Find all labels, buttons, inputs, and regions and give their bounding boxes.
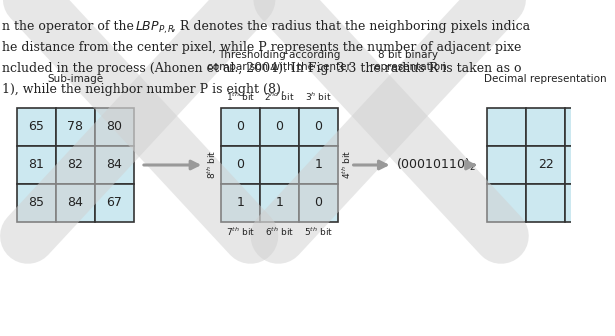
- Bar: [221, 146, 260, 184]
- Text: 2$^{nd}$ bit: 2$^{nd}$ bit: [264, 91, 295, 103]
- Bar: [299, 146, 338, 184]
- Bar: [526, 184, 565, 222]
- Bar: [221, 184, 260, 222]
- Bar: [526, 108, 565, 146]
- Text: 67: 67: [106, 197, 122, 210]
- Text: 78: 78: [67, 121, 83, 133]
- Bar: [487, 108, 526, 146]
- Text: 7$^{th}$ bit: 7$^{th}$ bit: [226, 226, 255, 239]
- Bar: [526, 146, 565, 184]
- Text: 1: 1: [314, 159, 322, 171]
- Text: 3$^{h}$ bit: 3$^{h}$ bit: [305, 91, 331, 103]
- Text: (00010110)$_2$: (00010110)$_2$: [396, 157, 476, 173]
- Text: 0: 0: [314, 197, 322, 210]
- Bar: [56, 184, 95, 222]
- Text: Sub-image: Sub-image: [47, 74, 103, 84]
- Text: Decimal representation: Decimal representation: [484, 74, 607, 84]
- Bar: [260, 184, 299, 222]
- Bar: [95, 108, 133, 146]
- Text: Thresholding according
comparison with the center: Thresholding according comparison with t…: [207, 50, 351, 72]
- Bar: [487, 184, 526, 222]
- Text: 8$^{th}$ bit: 8$^{th}$ bit: [205, 151, 218, 179]
- Text: 84: 84: [106, 159, 122, 171]
- Bar: [565, 108, 604, 146]
- Text: 1), while the neighbor number P is eight (8).: 1), while the neighbor number P is eight…: [2, 83, 285, 96]
- Text: 80: 80: [106, 121, 122, 133]
- Bar: [565, 146, 604, 184]
- Bar: [17, 108, 56, 146]
- Text: 5$^{th}$ bit: 5$^{th}$ bit: [304, 226, 333, 239]
- Text: 1: 1: [276, 197, 283, 210]
- Text: 0: 0: [276, 121, 284, 133]
- Text: 82: 82: [67, 159, 83, 171]
- Text: n the operator of the: n the operator of the: [2, 20, 138, 33]
- Text: , R denotes the radius that the neighboring pixels indica: , R denotes the radius that the neighbor…: [172, 20, 530, 33]
- Bar: [260, 146, 299, 184]
- Text: 65: 65: [28, 121, 44, 133]
- Text: 0: 0: [236, 121, 244, 133]
- Text: 0: 0: [314, 121, 322, 133]
- Bar: [56, 108, 95, 146]
- Text: 85: 85: [28, 197, 44, 210]
- Text: $LBP_{P,R}$: $LBP_{P,R}$: [135, 20, 175, 36]
- Bar: [17, 184, 56, 222]
- Text: 84: 84: [67, 197, 83, 210]
- Text: he distance from the center pixel, while P represents the number of adjacent pix: he distance from the center pixel, while…: [2, 41, 522, 54]
- Bar: [260, 108, 299, 146]
- Text: 4$^{th}$ bit: 4$^{th}$ bit: [341, 151, 353, 179]
- Text: 1: 1: [236, 197, 244, 210]
- Bar: [487, 146, 526, 184]
- Text: 8 bit binary
representation: 8 bit binary representation: [370, 50, 446, 72]
- Bar: [221, 108, 260, 146]
- Bar: [56, 146, 95, 184]
- Bar: [299, 108, 338, 146]
- Bar: [565, 184, 604, 222]
- Text: 81: 81: [28, 159, 44, 171]
- Bar: [95, 146, 133, 184]
- Bar: [299, 184, 338, 222]
- Text: 1$^{th}$ bit: 1$^{th}$ bit: [226, 91, 255, 103]
- Bar: [95, 184, 133, 222]
- Text: ncluded in the process (Ahonen et al., 2004). In Fig. 3.3 the radius R is taken : ncluded in the process (Ahonen et al., 2…: [2, 62, 522, 75]
- Text: 22: 22: [538, 159, 554, 171]
- Bar: [17, 146, 56, 184]
- Text: 0: 0: [236, 159, 244, 171]
- Text: 6$^{th}$ bit: 6$^{th}$ bit: [265, 226, 294, 239]
